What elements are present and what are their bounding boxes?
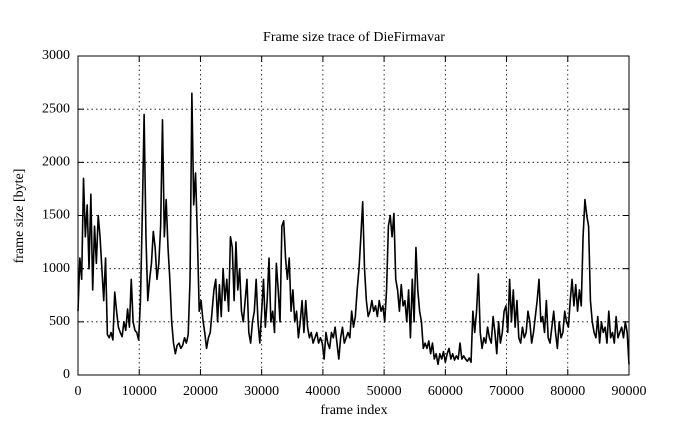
y-tick-label: 0 [63,367,70,382]
x-tick-label: 90000 [612,384,647,399]
x-tick-label: 80000 [550,384,585,399]
x-tick-label: 0 [75,384,82,399]
y-tick-label: 3000 [42,48,70,63]
plot-frame [77,55,630,376]
y-tick-label: 1000 [42,261,70,276]
y-tick-label: 500 [49,314,70,329]
y-tick-label: 2500 [42,101,70,116]
x-tick-label: 40000 [305,384,340,399]
x-tick-label: 20000 [183,384,218,399]
x-tick-label: 10000 [122,384,157,399]
data-line [77,92,630,366]
x-tick-label: 50000 [367,384,402,399]
y-axis-label: frame size [byte] [12,169,27,264]
chart-title: Frame size trace of DieFirmavar [263,30,445,45]
x-axis-label: frame index [320,403,387,418]
x-tick-label: 30000 [244,384,279,399]
y-tick-label: 2000 [42,155,70,170]
x-tick-label: 70000 [489,384,524,399]
y-tick-label: 1500 [42,208,70,223]
x-tick-label: 60000 [428,384,463,399]
